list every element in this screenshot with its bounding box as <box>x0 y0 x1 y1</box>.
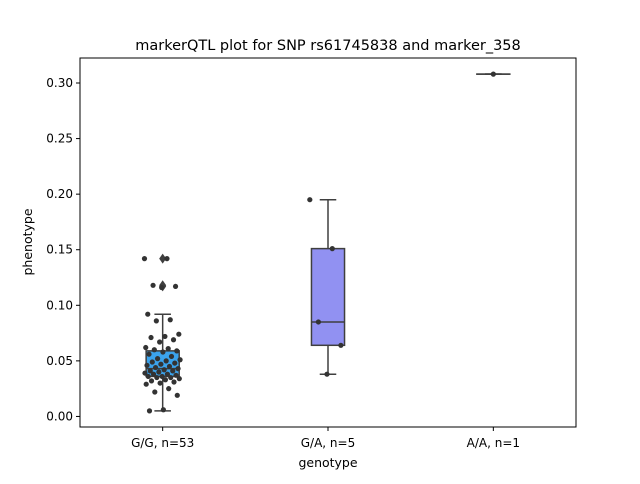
y-axis-label: phenotype <box>20 208 35 275</box>
data-point <box>164 358 169 363</box>
data-point <box>162 367 167 372</box>
data-point <box>171 337 176 342</box>
data-point <box>154 318 159 323</box>
box-body <box>311 249 344 346</box>
data-point <box>152 389 157 394</box>
data-point <box>172 360 177 365</box>
data-point <box>160 349 165 354</box>
strip-points <box>142 72 496 414</box>
data-point <box>157 339 162 344</box>
data-point <box>150 283 155 288</box>
data-point <box>166 386 171 391</box>
data-point <box>162 334 167 339</box>
data-point <box>307 197 312 202</box>
box <box>311 200 344 374</box>
data-point <box>338 343 343 348</box>
data-point <box>170 368 175 373</box>
data-point <box>167 364 172 369</box>
data-point <box>171 379 176 384</box>
data-point <box>144 363 149 368</box>
data-point <box>149 378 154 383</box>
data-point <box>146 352 151 357</box>
y-tick-label: 0.15 <box>46 243 73 257</box>
data-point <box>159 285 164 290</box>
y-tick-label: 0.25 <box>46 132 73 146</box>
data-point <box>147 408 152 413</box>
data-point <box>143 345 148 350</box>
data-point <box>176 332 181 337</box>
data-point <box>154 375 159 380</box>
data-point <box>177 376 182 381</box>
y-tick-label: 0.10 <box>46 298 73 312</box>
data-point <box>153 365 158 370</box>
data-point <box>491 72 496 77</box>
y-tick-label: 0.05 <box>46 354 73 368</box>
data-point <box>174 348 179 353</box>
data-point <box>168 317 173 322</box>
data-point <box>158 380 163 385</box>
x-axis: G/G, n=53 G/A, n=5 A/A, n=1 <box>131 427 520 450</box>
data-point <box>156 369 161 374</box>
data-point <box>173 284 178 289</box>
data-point <box>150 359 155 364</box>
y-tick-label: 0.30 <box>46 76 73 90</box>
box <box>146 254 179 411</box>
data-point <box>158 362 163 367</box>
x-tick-label: G/A, n=5 <box>301 436 355 450</box>
data-point <box>175 393 180 398</box>
data-point <box>161 407 166 412</box>
data-point <box>169 354 174 359</box>
data-point <box>175 366 180 371</box>
data-point <box>146 374 151 379</box>
y-tick-label: 0.20 <box>46 187 73 201</box>
x-tick-label: A/A, n=1 <box>467 436 520 450</box>
data-point <box>316 319 321 324</box>
data-point <box>155 356 160 361</box>
data-point <box>324 372 329 377</box>
data-point <box>166 346 171 351</box>
data-point <box>148 335 153 340</box>
y-tick-label: 0.00 <box>46 409 73 423</box>
data-point <box>144 382 149 387</box>
data-point <box>142 256 147 261</box>
data-point <box>145 312 150 317</box>
data-point <box>163 377 168 382</box>
data-point <box>152 347 157 352</box>
data-point <box>330 246 335 251</box>
box-series <box>146 74 510 411</box>
data-point <box>168 375 173 380</box>
chart-title: markerQTL plot for SNP rs61745838 and ma… <box>135 38 521 54</box>
x-axis-label: genotype <box>298 455 357 470</box>
data-point <box>177 357 182 362</box>
y-axis: 0.00 0.05 0.10 0.15 0.20 0.25 0.30 <box>46 76 80 423</box>
x-tick-label: G/G, n=53 <box>131 436 194 450</box>
data-point <box>164 256 169 261</box>
